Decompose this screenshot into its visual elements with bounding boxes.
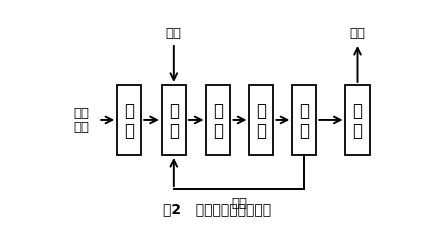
Bar (292, 85, 316, 155)
Text: 净
化: 净 化 (124, 102, 134, 139)
Bar (346, 85, 369, 155)
Bar (249, 85, 273, 155)
Text: 反
应: 反 应 (169, 102, 179, 139)
Text: 图2   湿法磷酸法工艺示意: 图2 湿法磷酸法工艺示意 (163, 202, 271, 215)
Text: 尿素: 尿素 (166, 27, 182, 40)
Text: 分
离: 分 离 (299, 102, 309, 139)
Text: 母液: 母液 (231, 196, 247, 209)
Text: 结
晶: 结 晶 (256, 102, 266, 139)
Text: 浓
缩: 浓 缩 (214, 102, 223, 139)
Text: 产品: 产品 (350, 27, 365, 40)
Bar (206, 85, 230, 155)
Text: 湿法
磷酸: 湿法 磷酸 (73, 107, 89, 134)
Bar (162, 85, 186, 155)
Bar (117, 85, 141, 155)
Text: 干
燥: 干 燥 (353, 102, 362, 139)
